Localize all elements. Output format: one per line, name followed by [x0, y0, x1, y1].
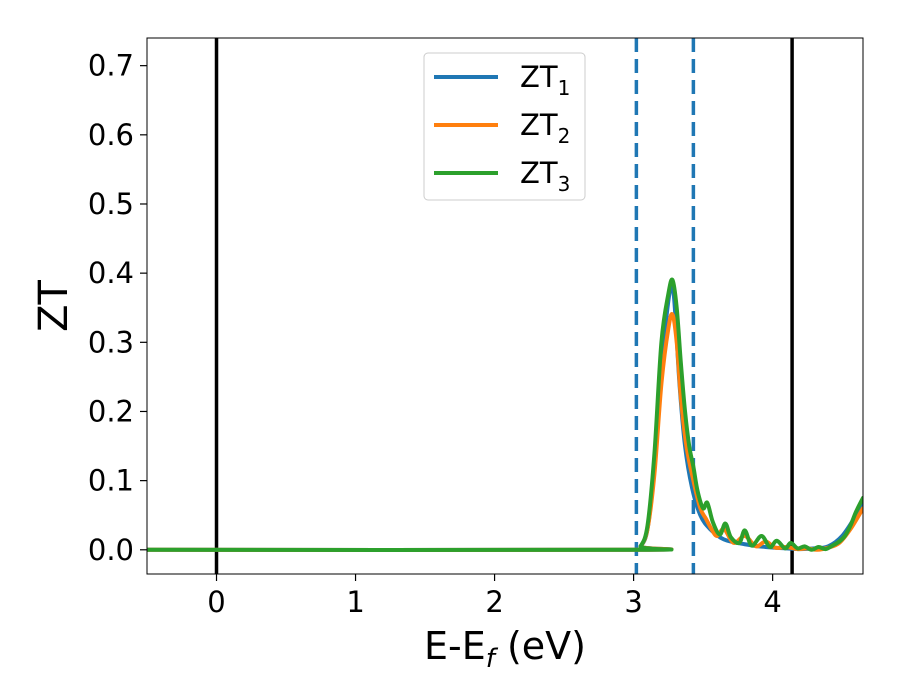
x-axis-ticks: 0 1 2 3 4	[207, 574, 782, 619]
y-tick-label: 0.2	[88, 394, 134, 428]
x-tick-label: 1	[346, 585, 364, 619]
y-tick-label: 0.5	[88, 187, 134, 221]
y-tick-label: 0.3	[88, 325, 134, 359]
legend-item-zt1: ZT1	[434, 60, 570, 100]
legend-box	[423, 52, 586, 201]
plot-area-frame	[146, 37, 864, 575]
x-axis-label: E-Ef (eV)	[424, 624, 586, 674]
legend-label: ZT2	[520, 108, 570, 148]
x-tick-label: 3	[624, 585, 642, 619]
legend-label: ZT3	[520, 156, 570, 196]
x-tick-label: 4	[763, 585, 781, 619]
y-tick-label: 0.1	[88, 464, 134, 498]
legend: ZT1 ZT2 ZT3	[423, 52, 586, 201]
series-line-zt2	[147, 312, 863, 553]
y-axis-ticks: 0.0 0.1 0.2 0.3 0.4 0.5 0.6 0.7	[88, 49, 147, 567]
legend-label: ZT1	[520, 60, 570, 100]
y-tick-label: 0.0	[88, 533, 134, 567]
series-line-zt3	[147, 277, 863, 553]
y-tick-label: 0.7	[88, 49, 134, 83]
y-tick-label: 0.6	[88, 118, 134, 152]
y-axis-label: ZT	[31, 280, 77, 332]
legend-item-zt2: ZT2	[434, 108, 570, 148]
legend-item-zt3: ZT3	[434, 156, 570, 196]
series-line-zt1	[147, 284, 863, 553]
x-tick-label: 0	[207, 585, 225, 619]
y-tick-label: 0.4	[88, 256, 134, 290]
series-lines	[147, 277, 863, 553]
x-tick-label: 2	[485, 585, 503, 619]
